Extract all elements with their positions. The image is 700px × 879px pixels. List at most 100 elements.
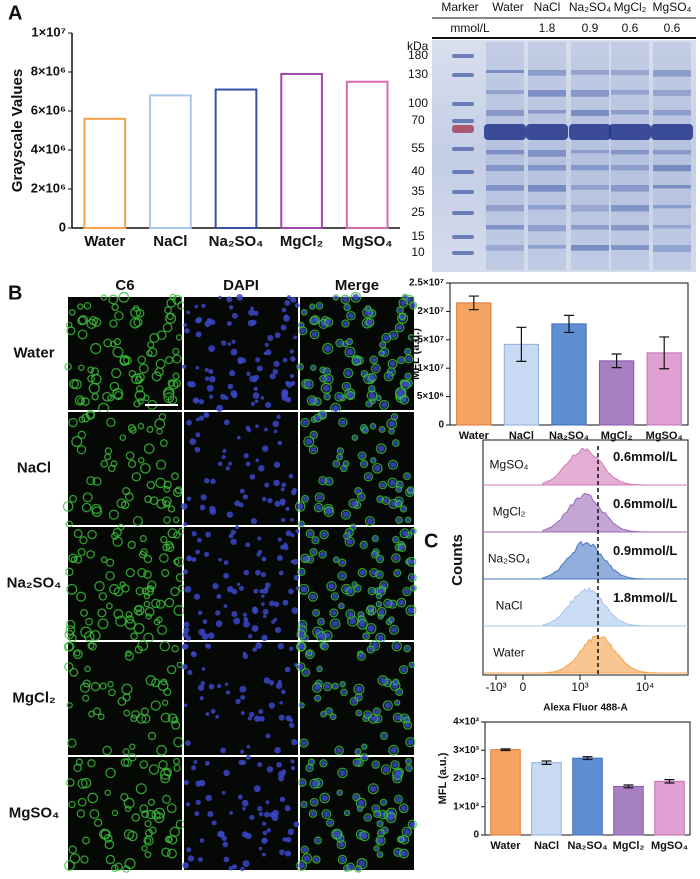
bar	[83, 117, 127, 229]
cell-dapi	[353, 358, 360, 365]
cell-c6	[172, 757, 180, 765]
cell-c6	[378, 350, 385, 357]
cell-c6	[118, 291, 130, 303]
cell-dapi	[400, 314, 405, 319]
bar	[149, 94, 192, 230]
cell-c6	[110, 460, 118, 468]
cell-dapi	[361, 542, 367, 548]
cell-dapi	[238, 585, 244, 591]
cell-dapi	[383, 334, 390, 342]
cell-c6	[140, 707, 149, 716]
cell-c6	[105, 854, 116, 865]
cell-dapi	[231, 611, 238, 618]
cell-dapi	[354, 759, 360, 765]
cell-c6	[147, 341, 155, 349]
cell-c6	[166, 848, 177, 859]
cell-c6	[161, 847, 171, 857]
cell-dapi	[277, 679, 282, 684]
cell-dapi	[280, 545, 285, 550]
cell-c6	[143, 600, 151, 608]
cell-c6	[100, 459, 109, 468]
cell-c6	[124, 492, 134, 502]
cell-dapi	[298, 631, 305, 638]
cell-dapi	[197, 610, 203, 616]
cell-dapi	[183, 703, 188, 708]
cell-c6	[113, 586, 124, 597]
cell-dapi	[397, 389, 405, 396]
cell-dapi	[209, 319, 216, 326]
ladder-band	[452, 54, 474, 58]
cell-c6	[104, 453, 112, 461]
gel-band	[486, 150, 524, 155]
cell-c6	[340, 294, 351, 305]
cell-c6	[123, 797, 135, 809]
cell-dapi	[182, 631, 189, 638]
cell-c6	[80, 777, 92, 789]
cell-c6	[331, 828, 343, 840]
cell-c6	[86, 318, 97, 330]
cell-dapi	[180, 503, 188, 510]
cell-dapi	[243, 569, 250, 576]
gel-lane	[528, 42, 566, 270]
cell-dapi	[215, 620, 223, 628]
cell-c6	[156, 330, 167, 341]
cell-dapi	[195, 549, 201, 555]
cell-dapi	[393, 440, 399, 446]
cell-dapi	[314, 857, 319, 862]
cell-dapi	[205, 712, 210, 716]
cell-dapi	[389, 479, 396, 487]
cell-dapi	[182, 569, 188, 575]
cell-dapi	[255, 642, 263, 649]
cell-c6	[119, 581, 126, 588]
cell-dapi	[246, 371, 251, 376]
cell-dapi	[357, 799, 365, 807]
cell-c6	[119, 434, 127, 441]
cell-dapi	[291, 607, 299, 614]
cell-c6	[344, 346, 356, 358]
cell-c6	[111, 368, 122, 379]
cell-dapi	[257, 536, 262, 541]
cell-dapi	[199, 838, 205, 843]
cell-dapi	[281, 307, 287, 313]
cell-dapi	[286, 381, 293, 388]
cell-dapi	[406, 759, 411, 764]
cell-c6	[338, 602, 345, 610]
cell-dapi	[216, 404, 224, 412]
cell-c6	[363, 710, 373, 719]
cell-dapi	[373, 761, 379, 768]
cell-dapi	[183, 779, 189, 786]
cell-c6	[173, 764, 181, 772]
cell-c6	[377, 675, 389, 686]
cell-dapi	[248, 711, 255, 718]
cell-dapi	[223, 604, 228, 608]
cell-dapi	[389, 461, 397, 468]
cell-dapi	[399, 837, 404, 842]
cell-dapi	[278, 714, 285, 721]
cell-dapi	[350, 500, 357, 507]
cell-c6	[87, 792, 99, 804]
cell-dapi	[215, 714, 220, 719]
cell-dapi	[343, 383, 350, 390]
cell-c6	[105, 767, 116, 779]
cell-dapi	[242, 806, 246, 811]
cell-c6	[365, 622, 377, 634]
cell-c6	[76, 809, 86, 818]
cell-c6	[321, 809, 332, 820]
cell-c6	[402, 586, 412, 597]
cell-c6	[406, 556, 417, 567]
cell-dapi	[396, 517, 402, 523]
cell-c6	[155, 358, 166, 369]
cell-dapi	[259, 716, 265, 722]
cell-dapi	[303, 855, 311, 862]
cell-c6	[332, 459, 341, 468]
cell-c6	[158, 760, 168, 770]
gel-band	[653, 205, 691, 209]
cell-dapi	[333, 684, 338, 689]
cell-c6	[397, 543, 407, 552]
cell-c6	[379, 798, 388, 806]
cell-c6	[405, 605, 417, 617]
gel-band	[528, 110, 566, 114]
cell-dapi	[226, 511, 234, 518]
cell-dapi	[252, 647, 258, 652]
gel-band	[528, 70, 566, 76]
